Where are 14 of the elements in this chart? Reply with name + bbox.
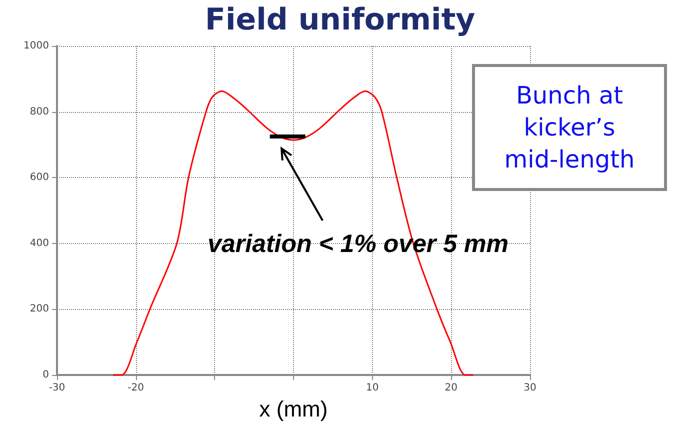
x-tick-label: 30 [524,382,536,394]
x-tick-label: 20 [444,382,458,394]
chart-title: Field uniformity [205,2,476,38]
y-tick-label: 200 [30,304,49,315]
x-tick-label: -30 [48,382,66,394]
y-tick-label: 0 [42,370,49,380]
y-tick-label: 600 [30,172,49,184]
y-tick-label: 400 [30,238,49,249]
x-tick-label: -20 [128,382,144,394]
annotation: Bunch at kicker’s mid-length [504,82,635,174]
y-tick-label: 800 [30,106,49,118]
x-axis-title: x (mm) [259,396,328,422]
x-tick-label: 10 [366,382,379,394]
y-tick-label: 1000 [24,40,49,52]
